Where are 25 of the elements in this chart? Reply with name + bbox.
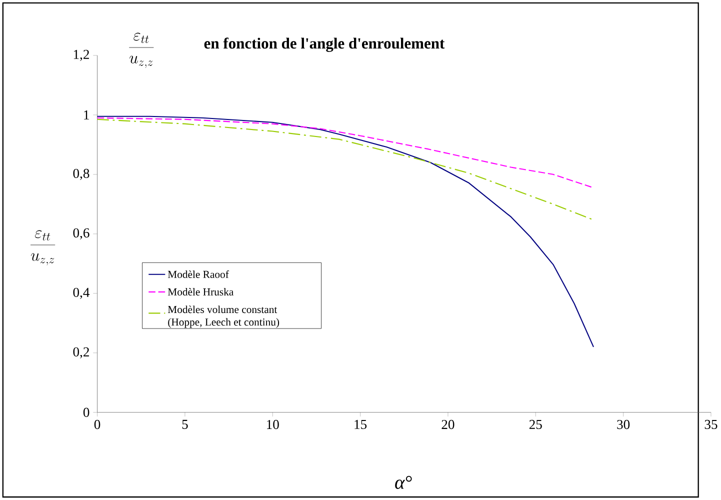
y-tick-label: 1,2 (74, 50, 89, 61)
annotation: $\frac{\varepsilon_{tt}}{u_{z,z}}$ (129, 32, 154, 68)
x-axis-title: α° (395, 476, 412, 489)
x-tick-label: 0 (94, 420, 100, 430)
line-series (96, 117, 594, 188)
x-tick-label: 15 (354, 420, 367, 430)
x-tick-label: 10 (267, 420, 279, 430)
x-tick-label: 5 (182, 420, 188, 429)
y-tick-label: 0,6 (73, 228, 90, 240)
x-tick-label: 25 (529, 420, 542, 430)
x-tick-label: 35 (704, 420, 718, 430)
legend-label: Modèles volume constant (Hoppe, Leech et continu) (168, 306, 280, 328)
y-tick-label: 0 (83, 408, 90, 417)
legend-label: Modèle Hruska (168, 288, 234, 296)
line-series (96, 116, 594, 348)
y-tick-label: 1 (84, 110, 89, 120)
y-tick-label: 0,4 (73, 288, 90, 299)
chart-title: en fonction de l'angle d'enroulement (204, 38, 445, 52)
line-series (96, 118, 594, 220)
x-tick-label: 20 (442, 420, 454, 430)
legend-label: Modèle Raoof (168, 270, 229, 278)
y-axis-title: $\frac{\varepsilon_{tt}}{u_{z,z}}$ (30, 230, 56, 266)
y-tick-label: 0,8 (73, 168, 90, 180)
x-tick-label: 30 (617, 420, 630, 430)
y-tick-label: 0,2 (73, 347, 89, 358)
